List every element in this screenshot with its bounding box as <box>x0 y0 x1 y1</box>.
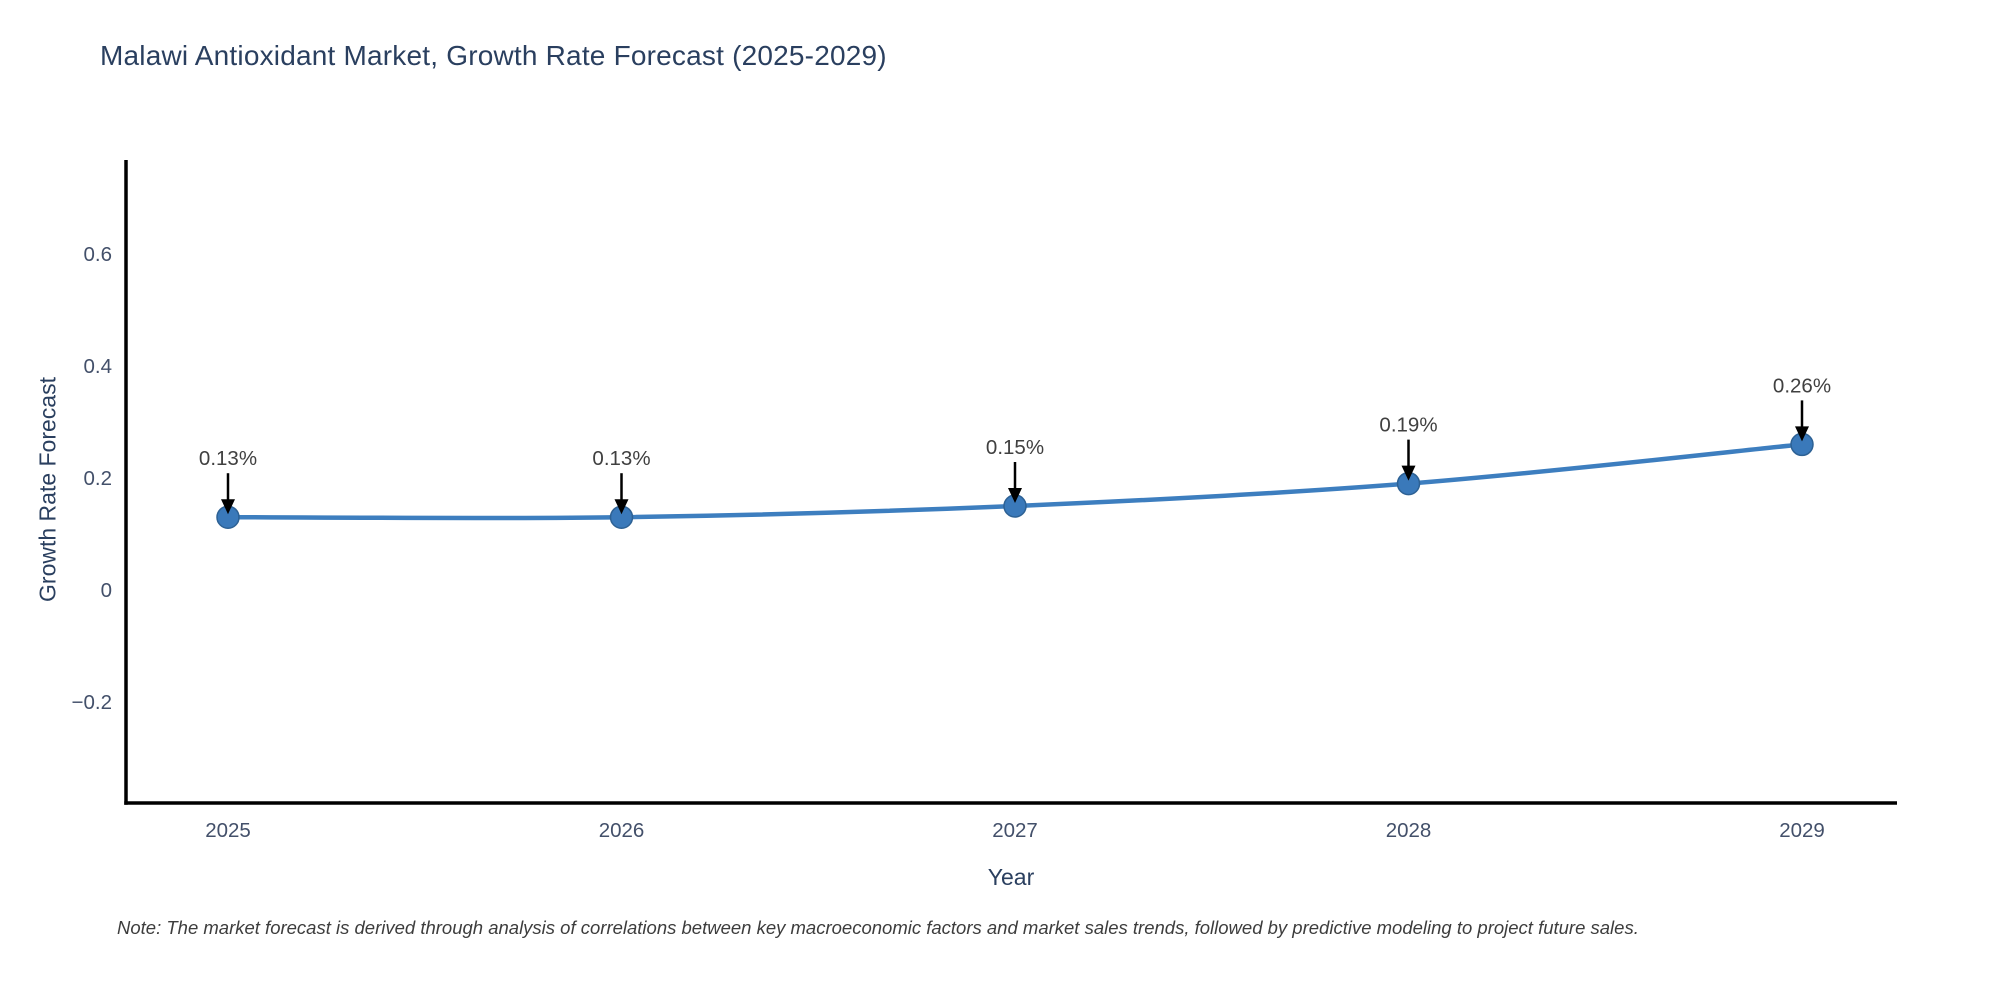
y-axis-title: Growth Rate Forecast <box>34 377 61 602</box>
point-annotation-label: 0.13% <box>592 447 650 470</box>
point-annotation-label: 0.15% <box>986 436 1044 459</box>
point-annotation-label: 0.19% <box>1379 414 1437 437</box>
annotation-arrowhead <box>1008 488 1022 503</box>
x-tick-label: 2028 <box>1386 819 1432 842</box>
annotation-arrowhead <box>614 499 629 515</box>
x-tick-label: 2026 <box>599 819 645 842</box>
x-tick-label: 2029 <box>1779 819 1825 842</box>
x-tick-label: 2027 <box>992 819 1038 842</box>
y-tick-label: 0.2 <box>84 467 113 490</box>
x-tick-label: 2025 <box>205 819 251 842</box>
y-tick-label: 0.6 <box>84 243 113 266</box>
chart-title: Malawi Antioxidant Market, Growth Rate F… <box>100 40 887 71</box>
y-tick-label: −0.2 <box>72 691 112 714</box>
y-tick-label: 0.4 <box>84 355 113 378</box>
y-tick-label: 0 <box>101 579 112 602</box>
annotation-arrowhead <box>1795 426 1809 442</box>
annotation-arrowhead <box>221 499 235 515</box>
annotation-arrowhead <box>1401 465 1416 481</box>
footnote: Note: The market forecast is derived thr… <box>117 917 1639 938</box>
x-axis-title: Year <box>987 864 1035 890</box>
point-annotation-label: 0.26% <box>1773 374 1831 397</box>
point-annotation-label: 0.13% <box>199 447 257 470</box>
